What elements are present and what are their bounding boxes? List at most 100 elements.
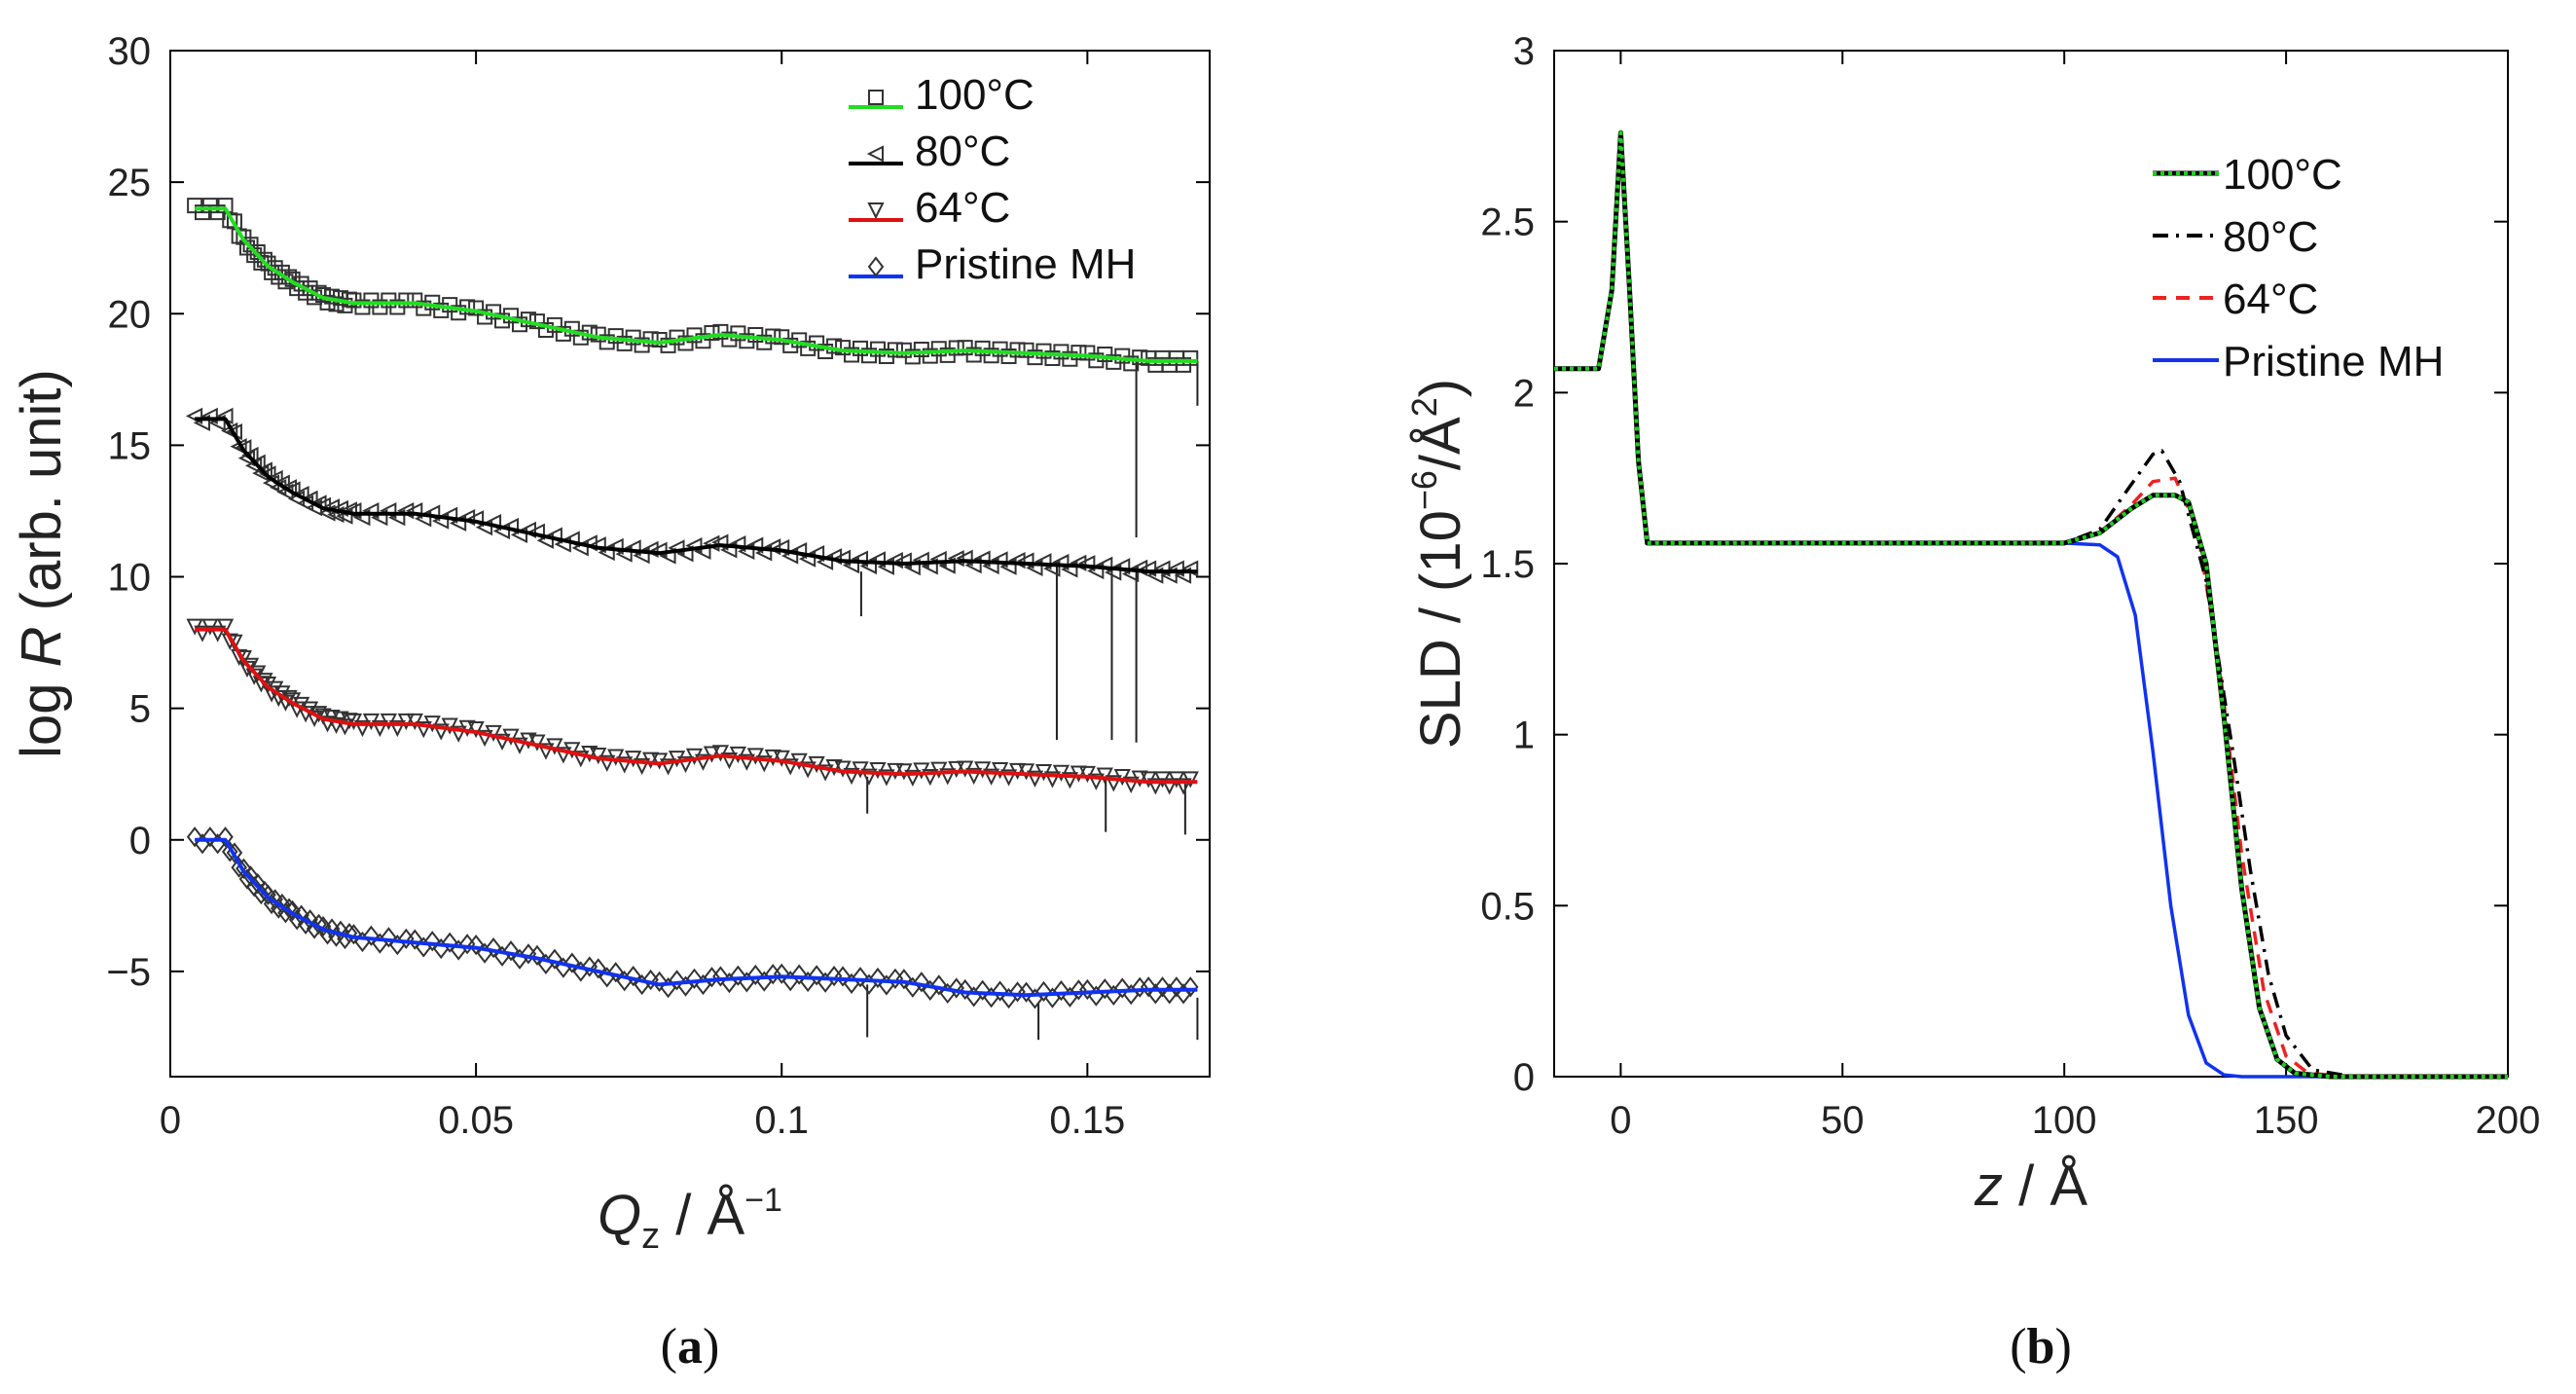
series-64-c [1554,130,2508,1079]
triangle-down-marker [694,753,712,771]
x-axis-label: z / Å [1974,1155,2087,1218]
y-tick-label: 30 [108,30,152,73]
square-marker [328,296,345,312]
triangle-down-marker [388,719,406,738]
diamond-marker [730,965,746,986]
diamond-marker [1140,976,1157,998]
diamond-marker [221,841,238,862]
diamond-marker [345,924,362,945]
diamond-marker [992,980,1008,1002]
diamond-marker [423,931,441,952]
triangle-down-marker [799,761,816,779]
diamond-marker [721,972,738,994]
diamond-marker [1053,980,1070,1002]
y-tick-label: 15 [108,424,152,467]
triangle-down-marker [755,755,773,773]
diamond-marker [1079,978,1096,1001]
square-marker [194,204,210,221]
triangle-down-marker [546,738,563,755]
diamond-marker [878,974,895,996]
diamond-marker [887,968,904,989]
diamond-marker [1035,980,1052,1003]
triangle-down-marker [738,753,755,771]
square-marker [319,294,336,311]
y-axis-label-unit: (arb. unit) [10,369,73,626]
diamond-marker [1168,976,1185,998]
diamond-marker [381,927,397,948]
diamond-marker [913,972,930,993]
triangle-down-marker [528,734,546,752]
diamond-marker [1062,986,1078,1008]
triangle-down-marker [1175,778,1192,795]
diamond-marker [217,826,234,848]
diamond-marker [1027,988,1043,1009]
y-tick-label: 0.5 [1480,885,1535,928]
series-pristine-mh [1554,130,2508,1079]
y-axis-label-log: log [10,667,73,758]
triangle-down-marker [878,769,895,787]
diamond-marker [186,826,203,848]
x-axis-label-unit: / Å [2003,1155,2087,1218]
legend-label: 100°C [915,71,1034,119]
triangle-down-marker [1181,771,1199,789]
y-axis-label-r: R [10,626,73,667]
diamond-marker [651,971,668,993]
y-tick-label: 20 [108,293,152,336]
y-tick-label: 2.5 [1480,202,1535,244]
y-axis-label-exp: −6 [1404,470,1444,510]
diamond-marker [983,987,999,1009]
triangle-down-marker [1070,765,1087,783]
series-pristine-mh [186,826,1199,1009]
triangle-down-marker [825,758,843,777]
diamond-marker [843,972,860,995]
legend-label: 64°C [2223,275,2318,323]
square-marker [242,237,259,253]
triangle-down-marker [887,762,904,781]
diamond-marker [563,952,581,973]
panel-b: 0 50 100 150 200 0 0.5 1 1.5 2 2.5 3 100°C 80°C 64°C Pr… [1404,30,2540,1375]
x-tick-label: 0 [1610,1099,1631,1142]
diamond-marker [895,969,913,990]
triangle-down-marker [432,723,450,741]
caption-paren: ( [661,1319,677,1375]
triangle-down-marker [423,715,441,733]
triangle-left-marker [866,145,884,163]
diamond-marker [267,889,283,910]
sld-line [1554,130,2508,1079]
triangle-down-marker [641,752,660,769]
triangle-down-marker [450,725,467,743]
legend-label: Pristine MH [2223,338,2444,385]
triangle-down-marker [441,717,458,735]
y-axis-label: log R (arb. unit) [10,369,73,758]
legend: 100°C 80°C 64°C Pristine MH [2153,151,2444,385]
square-marker [236,229,252,245]
triangle-down-marker [599,754,616,772]
fit-line [195,837,1198,998]
triangle-down-marker [371,719,389,738]
legend: 100°C 80°C 64°C Pristine MH [849,71,1136,288]
y-axis-label-unit: /Å [1409,417,1472,470]
diamond-marker [686,968,703,989]
square-marker [249,244,266,261]
triangle-down-marker [1087,773,1105,790]
y-tick-label: 1.5 [1480,543,1535,586]
diamond-marker [852,967,869,988]
diamond-marker [201,826,219,848]
triangle-down-marker [397,713,415,731]
diamond-marker [669,970,685,991]
triangle-down-marker [764,749,781,767]
diamond-marker [773,963,790,984]
triangle-down-marker [555,747,572,764]
diamond-marker [1009,981,1026,1003]
diamond-marker [1113,977,1131,999]
triangle-down-marker [939,768,957,786]
triangle-down-marker [720,752,739,770]
x-axis-label-sub: z [641,1216,660,1257]
series-100-c [187,198,1199,373]
x-tick-label: 50 [1821,1099,1865,1142]
diamond-marker [458,934,476,955]
caption-letter: b [2027,1319,2055,1375]
series-100-c [1554,129,2508,1080]
diamond-marker [825,965,843,987]
diamond-marker [1181,976,1199,998]
